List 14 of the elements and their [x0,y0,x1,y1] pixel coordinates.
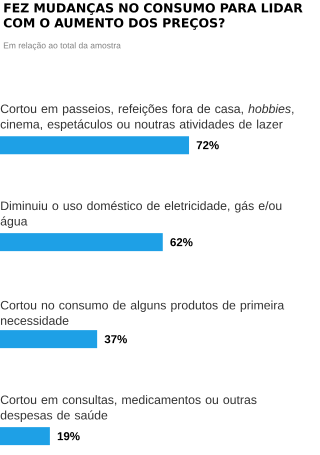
data-label: 62% [170,238,193,246]
y-tick-label: Cortou no consumo de alguns produtos de primeira necessidade [0,300,284,325]
data-label: 72% [196,141,219,150]
y-tick-label: Cortou em passeios, refeições fora de casa, hobbies, cinema, espetáculos ou noutras atividades de lazer [0,104,294,131]
bar [0,136,190,154]
bar [0,233,163,252]
bar [0,330,98,348]
chart-subtitle: Em relação ao total da amostra [4,42,121,50]
chart-title: FEZ MUDANÇAS NO CONSUMO PARA LIDAR COM O AUMENTO DOS PREÇOS? [4,3,303,30]
y-tick-label: Cortou em consultas, medicamentos ou outras despesas de saúde [0,395,256,422]
data-label: 19% [58,432,80,440]
y-tick-label: Diminuiu o uso doméstico de eletricidade, gás e/ou água [0,200,282,228]
bar [0,427,50,446]
data-label: 37% [104,335,127,344]
